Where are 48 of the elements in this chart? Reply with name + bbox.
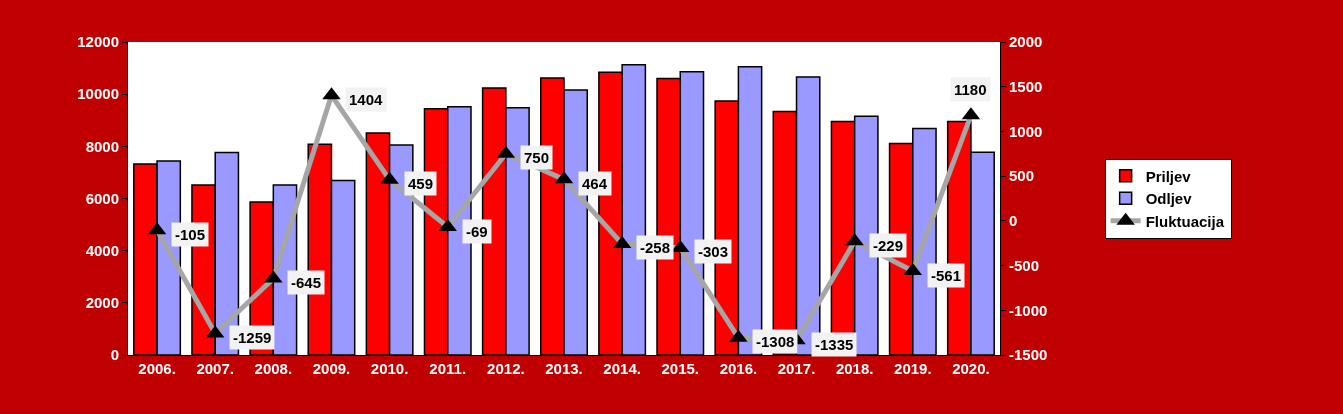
x-tick-label: 2006. (138, 360, 176, 377)
y2-tick-label: 0 (1009, 212, 1018, 230)
data-label: 1180 (954, 81, 987, 98)
y-tick-label: 2000 (85, 294, 119, 312)
y2-tick-label: 1500 (1009, 77, 1043, 95)
data-label: -561 (931, 267, 962, 284)
y2-tick-label: 500 (1009, 167, 1035, 185)
data-label: -1259 (233, 329, 272, 346)
y-tick-label: 8000 (85, 137, 119, 155)
x-tick-label: 2014. (603, 360, 641, 377)
x-tick-label: 2010. (370, 360, 409, 377)
data-label: -258 (640, 239, 671, 256)
y2-tick-label: -500 (1009, 256, 1040, 274)
y-tick-label: 6000 (85, 189, 119, 207)
y-tick-label: 0 (110, 346, 119, 364)
x-tick-label: 2007. (196, 360, 234, 377)
data-label: -105 (175, 226, 206, 243)
legend-label: Priljev (1145, 167, 1192, 185)
x-tick-label: 2013. (545, 360, 583, 377)
data-label: 1404 (349, 91, 384, 108)
x-tick-label: 2020. (952, 360, 990, 377)
data-label: 750 (524, 149, 550, 166)
y-tick-label: 4000 (85, 241, 119, 259)
data-label: 464 (582, 175, 608, 192)
y-tick-label: 10000 (77, 85, 119, 103)
y2-tick-label: -1500 (1009, 346, 1048, 364)
x-tick-label: 2018. (835, 360, 874, 377)
data-label: -229 (873, 237, 904, 254)
data-label: 459 (408, 175, 434, 192)
x-tick-label: 2011. (429, 360, 467, 377)
x-tick-label: 2012. (487, 360, 525, 377)
y-tick-label: 12000 (77, 33, 119, 51)
data-label: -1335 (815, 336, 854, 353)
y2-tick-label: 2000 (1009, 33, 1043, 51)
x-tick-label: 2016. (719, 360, 758, 377)
x-tick-label: 2009. (312, 360, 351, 377)
data-label: -645 (291, 274, 322, 291)
x-tick-label: 2015. (661, 360, 700, 377)
legend-label: Odljev (1145, 190, 1193, 208)
y2-tick-label: 1000 (1009, 122, 1043, 140)
y2-tick-label: -1000 (1009, 301, 1048, 319)
x-tick-label: 2008. (254, 360, 293, 377)
data-label: -1308 (756, 333, 795, 350)
data-label: -303 (698, 243, 729, 260)
data-label: -69 (466, 223, 488, 240)
x-tick-label: 2017. (777, 360, 816, 377)
x-tick-label: 2019. (894, 360, 932, 377)
legend-label: Fluktuacija (1145, 212, 1225, 230)
